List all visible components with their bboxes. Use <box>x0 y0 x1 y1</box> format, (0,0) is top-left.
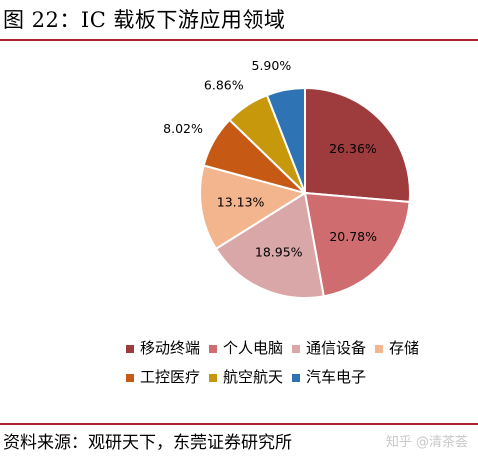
source-divider <box>0 423 478 425</box>
data-label-communication: 18.95% <box>255 245 303 260</box>
legend-item-industrial-medical: 工控医疗 <box>126 363 200 392</box>
legend: 移动终端 个人电脑 通信设备 存储 工控医疗 航空航天 汽车电子 <box>126 334 478 392</box>
pie-chart: 26.36% 20.78% 18.95% 13.13% 8.02% 6.86% 5.90% <box>163 58 411 299</box>
legend-label: 航空航天 <box>223 368 284 386</box>
legend-swatch <box>209 373 218 382</box>
legend-swatch <box>126 344 134 353</box>
data-label-storage: 13.13% <box>217 195 265 210</box>
watermark-text: 知乎 @清茶荟 <box>385 435 468 450</box>
data-label-automotive: 5.90% <box>252 58 292 73</box>
legend-item-aerospace: 航空航天 <box>209 363 283 392</box>
data-label-mobile: 26.36% <box>329 141 377 156</box>
page-title: 图 22：IC 载板下游应用领域 <box>3 8 286 32</box>
pie-slice-pc <box>303 191 411 298</box>
legend-label: 存储 <box>389 339 420 357</box>
legend-label: 移动终端 <box>140 339 201 357</box>
legend-swatch <box>375 344 384 353</box>
legend-label: 汽车电子 <box>306 368 367 386</box>
legend-item-mobile: 移动终端 <box>126 334 200 363</box>
pie-slice-mobile <box>304 86 411 204</box>
legend-item-automotive: 汽车电子 <box>292 363 366 392</box>
pie-slice-communication <box>214 191 325 299</box>
source-note: 资料来源：观研天下，东莞证券研究所 <box>3 433 292 453</box>
legend-swatch <box>209 344 218 353</box>
legend-item-communication: 通信设备 <box>292 334 366 363</box>
title-divider <box>0 39 478 41</box>
legend-swatch <box>126 373 134 382</box>
legend-item-pc: 个人电脑 <box>209 334 283 363</box>
legend-swatch <box>292 344 301 353</box>
legend-label: 个人电脑 <box>223 339 284 357</box>
pie-slice-automotive <box>265 86 306 194</box>
legend-row: 移动终端 个人电脑 通信设备 存储 <box>126 334 478 363</box>
legend-swatch <box>292 373 301 382</box>
data-label-aerospace: 6.86% <box>204 78 244 93</box>
legend-row: 工控医疗 航空航天 汽车电子 <box>126 363 478 392</box>
data-label-industrial-medical: 8.02% <box>163 121 203 136</box>
title-bar: 图 22：IC 载板下游应用领域 <box>0 0 478 41</box>
legend-label: 工控医疗 <box>140 368 201 386</box>
legend-label: 通信设备 <box>306 339 367 357</box>
watermark: 知乎 @清茶荟 <box>386 431 468 450</box>
legend-item-storage: 存储 <box>375 334 419 363</box>
data-label-pc: 20.78% <box>329 229 377 244</box>
